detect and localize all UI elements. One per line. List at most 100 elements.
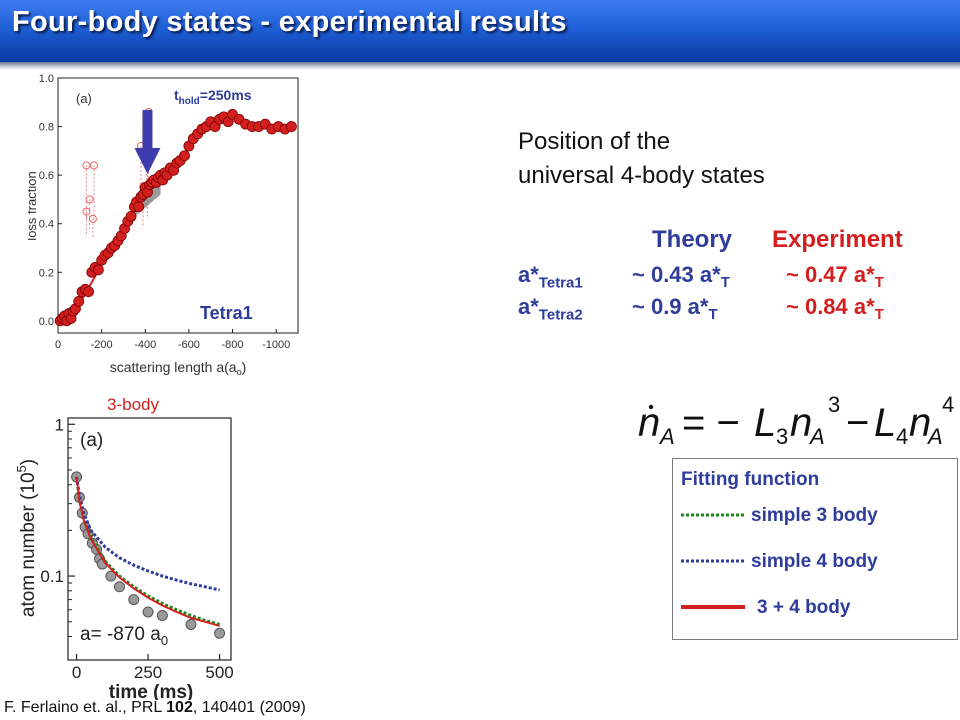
equation-n2: n [790, 401, 812, 445]
chart1-open-marker [90, 161, 98, 170]
chart1-x-tick-label: -400 [134, 339, 156, 351]
chart2-ticks [68, 423, 221, 660]
equation-L3: L [754, 401, 776, 445]
position-text-line1: Position of the [518, 128, 671, 155]
experiment-header: Experiment [772, 226, 903, 253]
chart1-arrow-shaft [142, 110, 153, 150]
chart1-x-axis-label: scattering length a(ao) [110, 359, 247, 375]
legend-label-4body: simple 4 body [751, 551, 878, 572]
legend-label-3body: simple 3 body [751, 505, 878, 526]
chart1-x-tick-labels: 0 -200 -400 -600 -800 -1000 [55, 339, 290, 351]
chart1-arrow-head [134, 148, 161, 174]
equation-sub-a2: A [808, 424, 825, 448]
chart1-x-tick-label: 0 [55, 339, 61, 351]
chart1-points [54, 109, 297, 327]
chart1-open-marker [82, 161, 91, 170]
tetra1-label: a*Tetra1 [518, 262, 583, 292]
equation-sub-3: 3 [776, 424, 788, 448]
chart1-data-point [125, 211, 137, 222]
chart2-panel-label: (a) [80, 430, 103, 451]
chart2-series-line [75, 476, 220, 592]
chart2-data-point [105, 570, 117, 582]
chart1-open-marker [85, 195, 94, 204]
atom-number-chart: 3-body 0 250 500 0.11 (a) a= -870 a0 time … [14, 395, 234, 700]
chart1-y-tick-label: 0.0 [39, 316, 54, 328]
tetra1-experiment-value: ~ 0.47 a*T [786, 262, 884, 291]
chart1-tetra1-label: Tetra1 [200, 303, 253, 323]
equation-sub-a3: A [926, 424, 943, 448]
chart1-y-axis-label: loss fraction [28, 171, 39, 240]
chart1-y-tick-label: 0.2 [39, 267, 54, 279]
chart2-series-line [75, 476, 220, 627]
fitting-function-legend: Fitting function simple 3 body simple 4 … [672, 458, 958, 640]
legend-line-3plus4body [681, 605, 745, 609]
equation-minus: − [846, 401, 869, 445]
title-shadow [0, 62, 960, 70]
title-bar: Four-body states - experimental results [0, 0, 960, 62]
chart2-3body-title: 3-body [107, 395, 159, 414]
chart1-data-point [92, 264, 104, 276]
chart1-shaded-region [123, 175, 161, 227]
chart1-data-point [286, 121, 297, 132]
chart2-scattering-annotation: a= -870 a0 [80, 624, 168, 648]
chart2-plot-frame [67, 417, 232, 661]
chart2-x-tick-label: 250 [134, 663, 162, 682]
chart2-data-point [113, 581, 125, 593]
equation-sup-3: 3 [828, 392, 840, 417]
equation-sup-4: 4 [942, 392, 954, 417]
chart1-open-markers [82, 108, 153, 237]
chart2-data-point [214, 627, 226, 639]
chart2-y-tick-label: 1 [55, 415, 64, 434]
equation-dot [648, 404, 654, 410]
chart1-y-tick-label: 0.6 [39, 170, 54, 182]
equation-equals: = − [682, 401, 740, 445]
chart2-data-point [156, 609, 168, 621]
chart1-x-tick-label: -600 [178, 339, 200, 351]
equation-sub-4: 4 [896, 424, 908, 448]
equation-L4: L [874, 401, 896, 445]
chart1-y-tick-label: 0.8 [39, 122, 54, 134]
citation: F. Ferlaino et. al., PRL 102, 140401 (20… [4, 699, 306, 716]
chart1-data-point [73, 296, 85, 307]
tetra1-theory-value: ~ 0.43 a*T [632, 262, 730, 291]
chart2-points [71, 471, 226, 639]
chart2-y-tick-labels: 0.11 [40, 415, 64, 586]
chart1-x-tick-label: -200 [91, 339, 113, 351]
chart2-x-tick-labels: 0 250 500 [72, 663, 234, 682]
chart1-ticks [57, 77, 277, 333]
chart2-data-point [142, 606, 154, 618]
chart1-panel-label: (a) [76, 91, 92, 106]
chart1-data-point [179, 150, 190, 162]
tetra2-label: a*Tetra2 [518, 294, 583, 324]
equation-n-dot: n [638, 401, 660, 445]
chart1-y-tick-labels: 0.0 0.2 0.4 0.6 0.8 1.0 [39, 73, 54, 328]
legend-line-3body [681, 513, 745, 517]
slide-title: Four-body states - experimental results [12, 6, 567, 38]
fitting-function-title: Fitting function [681, 469, 820, 490]
chart1-data-point [83, 286, 94, 298]
chart2-x-axis-label: time (ms) [109, 682, 193, 700]
chart2-x-tick-label: 0 [72, 663, 81, 682]
chart1-data-point [133, 201, 145, 213]
chart1-y-tick-label: 0.4 [39, 219, 54, 231]
chart2-y-axis-label: atom number (105) [14, 459, 39, 617]
theory-header: Theory [652, 226, 733, 253]
chart1-y-tick-label: 1.0 [39, 73, 54, 85]
chart2-y-tick-label: 0.1 [40, 567, 64, 586]
chart2-data-point [128, 594, 140, 606]
tetra2-theory-value: ~ 0.9 a*T [632, 294, 718, 323]
chart1-arrow [134, 110, 161, 174]
chart2-data-point [185, 618, 197, 630]
chart1-open-marker [88, 214, 97, 223]
rate-equation: n A = − L 3 n A 3 − L 4 n A 4 [638, 392, 954, 448]
legend-line-4body [681, 559, 745, 563]
tetra2-experiment-value: ~ 0.84 a*T [786, 294, 884, 323]
position-text-line2: universal 4-body states [518, 162, 765, 189]
chart1-hold-label: thold=250ms [174, 87, 252, 107]
chart1-plot-frame [57, 77, 299, 334]
chart2-x-tick-label: 500 [205, 663, 233, 682]
chart1-x-tick-label: -1000 [262, 339, 290, 351]
chart1-x-tick-label: -800 [222, 339, 244, 351]
equation-n3: n [909, 401, 931, 445]
equation-sub-a1: A [658, 424, 675, 448]
